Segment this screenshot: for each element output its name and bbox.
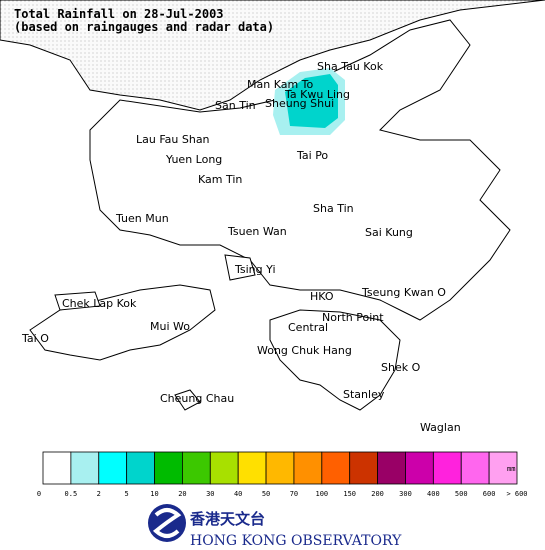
place-label: Tsing Yi [234, 263, 276, 276]
place-label: San Tin [215, 99, 256, 112]
place-label: Shek O [381, 361, 421, 374]
place-label: Chek Lap Kok [62, 297, 137, 310]
place-label: Cheung Chau [160, 392, 234, 405]
legend-label: 0 [37, 490, 41, 498]
place-label: Stanley [343, 388, 385, 401]
legend-label: 20 [178, 490, 186, 498]
legend-label: 40 [234, 490, 242, 498]
legend-swatch [293, 451, 323, 485]
cheung-chau-island [174, 389, 201, 411]
legend-swatch [488, 451, 518, 485]
legend-label: 5 [125, 490, 129, 498]
new-territories [89, 19, 511, 321]
legend-label: 300 [399, 490, 412, 498]
place-label: Tai O [21, 332, 49, 345]
logo-chinese: 香港天文台 [190, 510, 265, 528]
legend-swatch [154, 451, 183, 485]
legend-swatch [265, 451, 295, 485]
legend-label: 200 [371, 490, 384, 498]
airport-island [54, 291, 101, 311]
legend-unit: mm [507, 465, 515, 473]
legend-label: 400 [427, 490, 440, 498]
rain-area-heavy [285, 74, 338, 128]
place-label: North Point [322, 311, 384, 324]
legend-label: 100 [315, 490, 328, 498]
mainland-china [0, 0, 545, 111]
place-label: Central [288, 321, 328, 334]
place-label: Wong Chuk Hang [257, 344, 352, 357]
legend-swatch [237, 451, 267, 485]
legend-swatch [460, 451, 490, 485]
place-label: Sha Tau Kok [317, 60, 384, 73]
legend-label: > 600 [506, 490, 527, 498]
place-label: Kam Tin [198, 173, 242, 186]
legend-swatch [42, 451, 72, 485]
map-title: Total Rainfall on 28-Jul-2003 [14, 7, 224, 21]
legend-label: 600 [483, 490, 496, 498]
hong-kong-island [269, 309, 401, 411]
legend-label: 70 [290, 490, 298, 498]
map-subtitle: (based on raingauges and radar data) [14, 20, 274, 34]
place-label: Ta Kwu Ling [284, 88, 350, 101]
tsing-yi-island [224, 254, 256, 281]
legend-swatch [349, 451, 378, 485]
legend-swatch [432, 451, 462, 485]
legend-swatch [405, 451, 434, 485]
legend-label: 500 [455, 490, 468, 498]
logo-english: HONG KONG OBSERVATORY [190, 533, 402, 549]
place-label: Mui Wo [150, 320, 190, 333]
place-label: Tai Po [296, 149, 328, 162]
lantau-island [29, 284, 216, 361]
place-label: Yuen Long [165, 153, 222, 166]
logo-swirl [152, 508, 182, 538]
legend-swatch [98, 451, 128, 485]
place-label: HKO [310, 290, 334, 303]
place-label: Man Kam To [247, 78, 314, 91]
place-label: Sha Tin [313, 202, 354, 215]
legend-label: 0.5 [65, 490, 78, 498]
place-label: Tuen Mun [115, 212, 169, 225]
place-label: Sheung Shui [265, 97, 334, 110]
legend-label: 150 [343, 490, 356, 498]
legend-label: 10 [150, 490, 158, 498]
legend-label: 2 [97, 490, 101, 498]
legend-swatch [182, 451, 211, 485]
place-label: Sai Kung [365, 226, 413, 239]
legend-swatch [377, 451, 406, 485]
place-label: Tsuen Wan [227, 225, 287, 238]
place-label: Tseung Kwan O [361, 286, 446, 299]
legend-swatch [209, 451, 239, 485]
legend: mm 0 0.5 2 5 10 20 30 40 50 70 100 150 200 300 400 500 60… [37, 451, 528, 498]
legend-swatch [321, 451, 351, 485]
legend-swatch [70, 451, 100, 485]
place-label: Lau Fau Shan [136, 133, 210, 146]
legend-label: 50 [262, 490, 270, 498]
place-label: Waglan [420, 421, 461, 434]
legend-label: 30 [206, 490, 214, 498]
legend-swatch [126, 451, 155, 485]
